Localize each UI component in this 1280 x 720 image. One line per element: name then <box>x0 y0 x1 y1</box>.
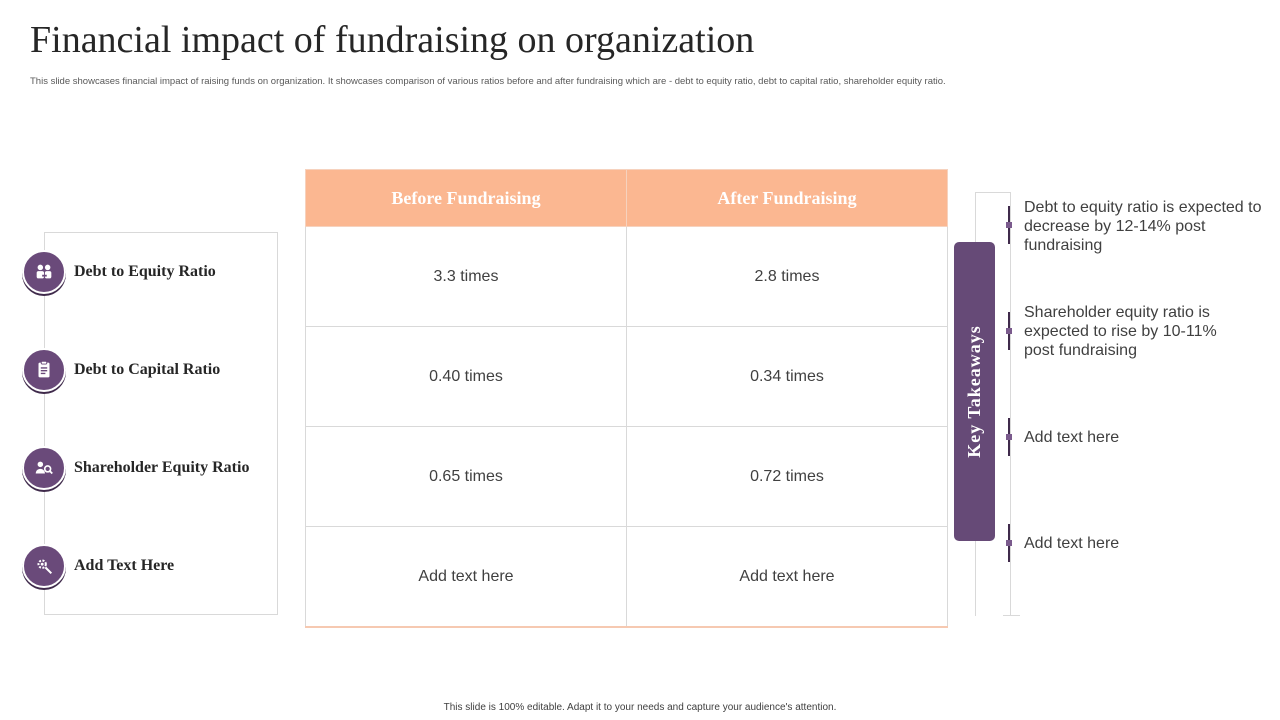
row-label-debt-equity: Debt to Equity Ratio <box>22 249 216 295</box>
cell-before: 3.3 times <box>305 226 627 327</box>
row-label-shareholder-equity: Shareholder Equity Ratio <box>22 445 249 491</box>
row-label-text: Shareholder Equity Ratio <box>74 459 250 476</box>
cell-after: 0.34 times <box>625 326 949 427</box>
row-label-add-text: Add Text Here <box>22 543 174 589</box>
page-subtitle: This slide showcases financial impact of… <box>30 76 946 87</box>
people-search-icon <box>22 446 66 490</box>
table-header-row: Before Fundraising After Fundraising <box>305 169 949 227</box>
page-title: Financial impact of fundraising on organ… <box>30 19 755 61</box>
row-label-text: Debt to Capital Ratio <box>74 361 221 378</box>
takeaway-bullet <box>1006 434 1012 440</box>
key-takeaways-heading: Key Takeaways <box>964 325 984 458</box>
row-label-text: Add Text Here <box>74 557 175 574</box>
cell-before: Add text here <box>305 526 627 628</box>
header-before-fundraising: Before Fundraising <box>305 169 627 227</box>
row-label-text: Debt to Equity Ratio <box>74 263 216 280</box>
table-row: 3.3 times 2.8 times <box>305 226 949 327</box>
clipboard-icon <box>22 348 66 392</box>
takeaway-bullet <box>1006 222 1012 228</box>
takeaways-frame-bottom <box>1003 615 1020 616</box>
metrics-label-panel <box>44 232 278 615</box>
cell-after: Add text here <box>625 526 949 628</box>
table-row: Add text here Add text here <box>305 526 949 628</box>
table-row: 0.65 times 0.72 times <box>305 426 949 527</box>
cell-before: 0.40 times <box>305 326 627 427</box>
cell-before: 0.65 times <box>305 426 627 527</box>
table-row: 0.40 times 0.34 times <box>305 326 949 427</box>
takeaway-item: Shareholder equity ratio is expected to … <box>1024 304 1217 359</box>
takeaway-item: Debt to equity ratio is expected to decr… <box>1024 199 1262 254</box>
comparison-table: Before Fundraising After Fundraising 3.3… <box>305 169 949 628</box>
gear-magnifier-icon <box>22 544 66 588</box>
takeaway-item: Add text here <box>1024 429 1120 446</box>
takeaway-bullet <box>1006 540 1012 546</box>
header-after-fundraising: After Fundraising <box>625 169 949 227</box>
row-label-debt-capital: Debt to Capital Ratio <box>22 347 220 393</box>
takeaway-item: Add text here <box>1024 535 1120 552</box>
key-takeaways-banner: Key Takeaways <box>954 242 995 541</box>
cell-after: 0.72 times <box>625 426 949 527</box>
team-ratio-icon <box>22 250 66 294</box>
footer-note: This slide is 100% editable. Adapt it to… <box>443 702 837 713</box>
takeaway-bullet <box>1006 328 1012 334</box>
cell-after: 2.8 times <box>625 226 949 327</box>
